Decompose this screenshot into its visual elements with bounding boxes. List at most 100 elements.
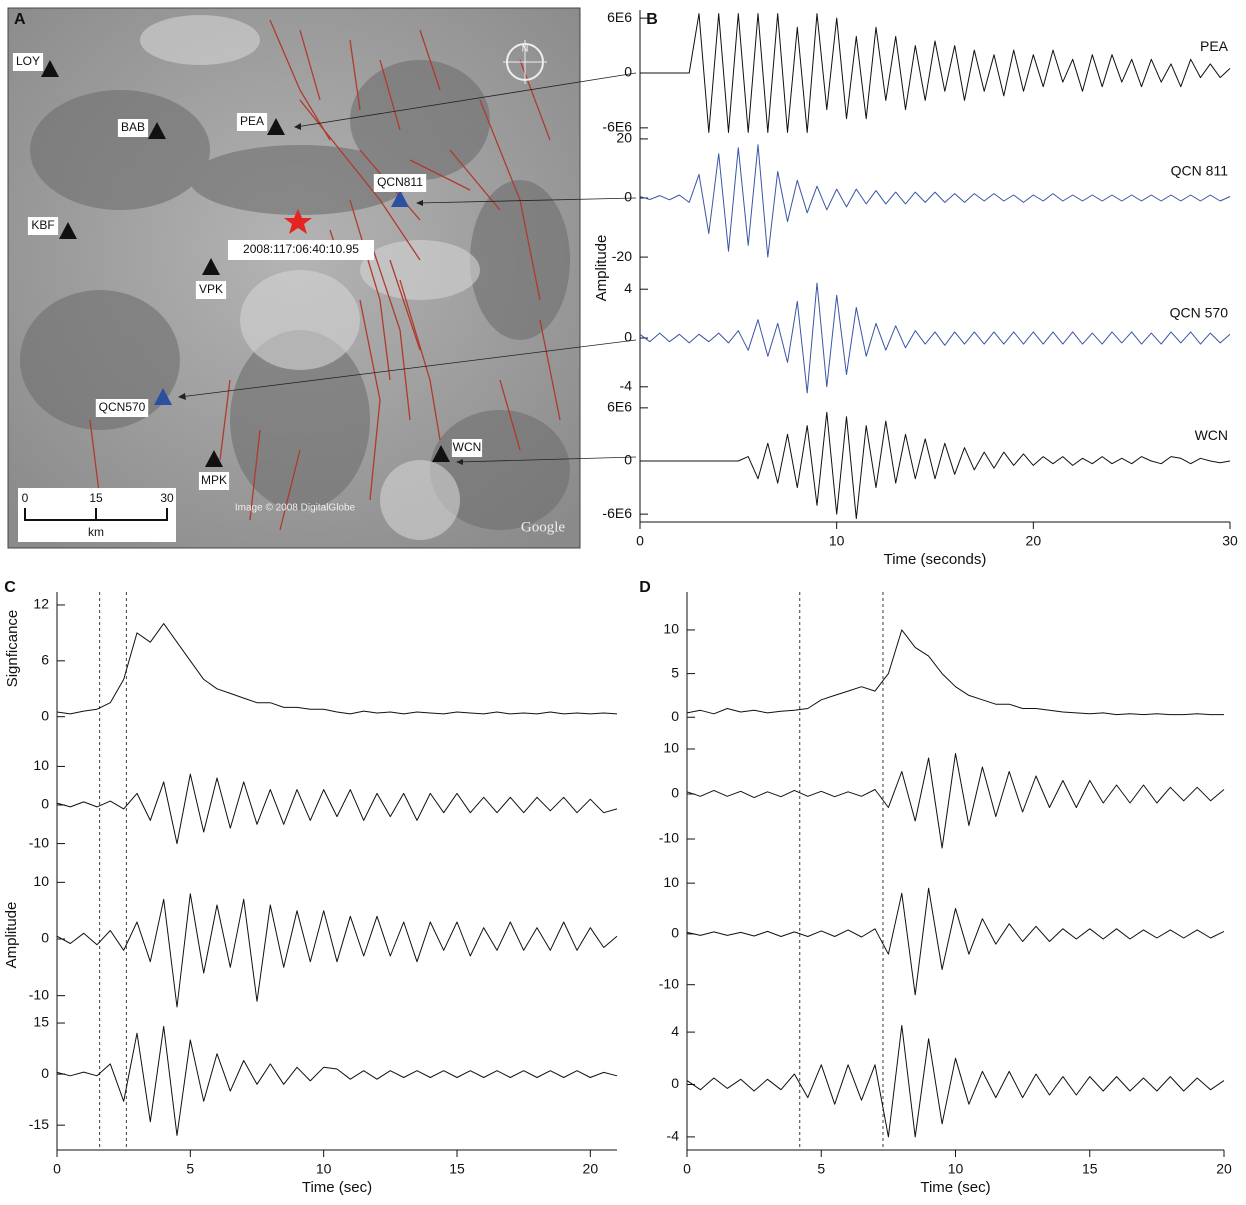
y-tick-label: 10 (663, 621, 679, 637)
station-marker (202, 258, 220, 275)
y-tick-label: 0 (41, 930, 49, 946)
y-tick-label: 10 (663, 740, 679, 756)
y-tick-label: 0 (671, 708, 679, 724)
event-box (228, 240, 374, 260)
waveform (640, 411, 1231, 520)
terrain-highlight (140, 15, 480, 540)
y-tick-label: 0 (671, 785, 679, 801)
x-tick-label: 10 (316, 1161, 332, 1177)
connector-arrows (179, 72, 637, 463)
x-tick-label: 15 (1082, 1161, 1098, 1177)
y-axis-label: Signficance (4, 610, 21, 688)
scale-bar: 0 15 30 (22, 491, 174, 521)
station-marker (59, 222, 77, 239)
station-label-box (117, 119, 149, 137)
y-tick-label: 6E6 (607, 399, 632, 415)
station-label: WCN (453, 440, 482, 454)
station-marker (391, 190, 409, 207)
map-panel: N A 2008:117:06:40:10.95 LOY BAB PEA QCN811… (7, 7, 581, 549)
station-label-box (236, 113, 268, 131)
station-marker (432, 445, 450, 462)
panel-letter: D (639, 579, 651, 596)
waveform (639, 282, 1231, 394)
y-tick-label: -10 (659, 830, 679, 846)
y-tick-label: -6E6 (602, 119, 632, 135)
trace-name: PEA (1200, 38, 1229, 54)
station-label: LOY (16, 54, 40, 68)
station-label: PEA (240, 114, 264, 128)
x-tick-label: 30 (1222, 533, 1238, 549)
event-label: 2008:117:06:40:10.95 (243, 242, 359, 256)
station-label: MPK (201, 473, 227, 487)
waveform (56, 623, 618, 715)
station-label-box (12, 53, 44, 71)
station-marker (154, 388, 172, 405)
compass: N (503, 40, 547, 84)
station-label: QCN811 (377, 175, 423, 189)
y-tick-label: -4 (620, 378, 633, 394)
y-tick-label: -10 (659, 975, 679, 991)
y-tick-label: -4 (667, 1128, 680, 1144)
waveform (686, 1025, 1225, 1138)
y-tick-label: 10 (33, 757, 49, 773)
y-tick-label: 5 (671, 664, 679, 680)
station-label-box (195, 281, 227, 299)
y-tick-label: 10 (33, 873, 49, 889)
y-tick-label: 0 (671, 925, 679, 941)
y-tick-label: 0 (624, 189, 632, 205)
x-tick-label: 0 (636, 533, 644, 549)
panel-letter: B (646, 11, 658, 28)
panel-letter: A (14, 11, 26, 28)
waveform (686, 887, 1225, 996)
station-label: BAB (121, 120, 145, 134)
epicenter (284, 209, 312, 234)
station-label-box (451, 439, 483, 457)
station-marker (205, 450, 223, 467)
y-tick-label: -6E6 (602, 505, 632, 521)
x-axis-label: Time (seconds) (884, 551, 987, 568)
x-tick-label: 10 (829, 533, 845, 549)
y-tick-label: 15 (33, 1014, 49, 1030)
x-tick-label: 15 (449, 1161, 465, 1177)
waveform (56, 893, 618, 1008)
y-tick-label: 20 (616, 130, 632, 146)
y-tick-label: 6E6 (607, 9, 632, 25)
stations: LOY BAB PEA QCN811 KBF VPK QCN570 MPK WCN (12, 53, 483, 490)
trace-name: WCN (1195, 427, 1228, 443)
y-tick-label: 0 (624, 452, 632, 468)
y-tick-label: -15 (29, 1116, 49, 1132)
waveform (686, 753, 1225, 849)
arrow-heads (178, 123, 463, 465)
scale-unit: km (88, 525, 104, 539)
y-tick-label: 0 (624, 64, 632, 80)
y-tick-label: 6 (41, 652, 49, 668)
y-tick-label: 4 (671, 1023, 679, 1039)
y-tick-label: 12 (33, 596, 49, 612)
compass-label: N (522, 43, 529, 53)
x-tick-label: 20 (583, 1161, 599, 1177)
waveform (686, 629, 1224, 716)
x-tick-label: 0 (683, 1161, 691, 1177)
station-label-box (27, 217, 59, 235)
y-tick-label: 0 (41, 707, 49, 723)
x-axis-label: Time (sec) (920, 1179, 990, 1196)
trace-name: QCN 811 (1171, 163, 1229, 179)
y-axis-label: Amplitude (3, 902, 20, 969)
y-tick-label: -10 (29, 986, 49, 1002)
logo: Google (521, 519, 566, 535)
scale-tick-label: 15 (89, 491, 103, 505)
panel-letter: C (4, 579, 16, 596)
x-tick-label: 5 (817, 1161, 825, 1177)
x-tick-label: 5 (186, 1161, 194, 1177)
y-tick-label: 0 (41, 1065, 49, 1081)
x-tick-label: 0 (53, 1161, 61, 1177)
station-label: KBF (31, 218, 54, 232)
terrain-shading (20, 60, 570, 530)
y-tick-label: -10 (29, 834, 49, 850)
image-credit: Image © 2008 DigitalGlobe (235, 503, 356, 514)
faults (89, 19, 561, 531)
station-marker (267, 118, 285, 135)
waveform (639, 144, 1231, 258)
scale-tick-label: 30 (160, 491, 174, 505)
